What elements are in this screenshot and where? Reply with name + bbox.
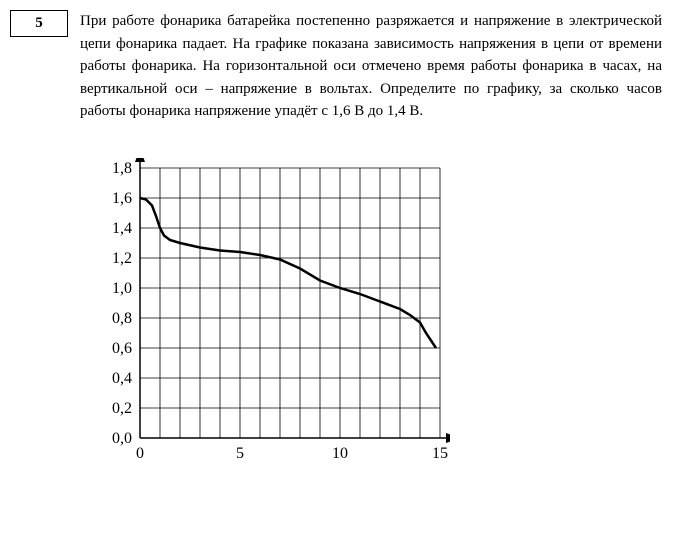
svg-text:0,2: 0,2 <box>112 400 132 417</box>
svg-text:0,6: 0,6 <box>112 340 132 357</box>
svg-text:15: 15 <box>432 445 448 462</box>
svg-text:0,0: 0,0 <box>112 430 132 447</box>
svg-text:1,8: 1,8 <box>112 160 132 177</box>
svg-text:1,6: 1,6 <box>112 190 132 207</box>
voltage-chart: 0,0 0,2 0,4 0,6 0,8 1,0 1,2 1,4 1,6 1,8 0 5 10 15 <box>90 158 662 468</box>
svg-text:1,2: 1,2 <box>112 250 132 267</box>
svg-text:0,4: 0,4 <box>112 370 132 387</box>
svg-text:5: 5 <box>236 445 244 462</box>
svg-text:1,4: 1,4 <box>112 220 132 237</box>
svg-text:0,8: 0,8 <box>112 310 132 327</box>
svg-text:1,0: 1,0 <box>112 280 132 297</box>
problem-number: 5 <box>10 10 68 37</box>
svg-text:10: 10 <box>332 445 348 462</box>
problem-text: При работе фонарика батарейка постепенно… <box>80 10 662 123</box>
svg-text:0: 0 <box>136 445 144 462</box>
